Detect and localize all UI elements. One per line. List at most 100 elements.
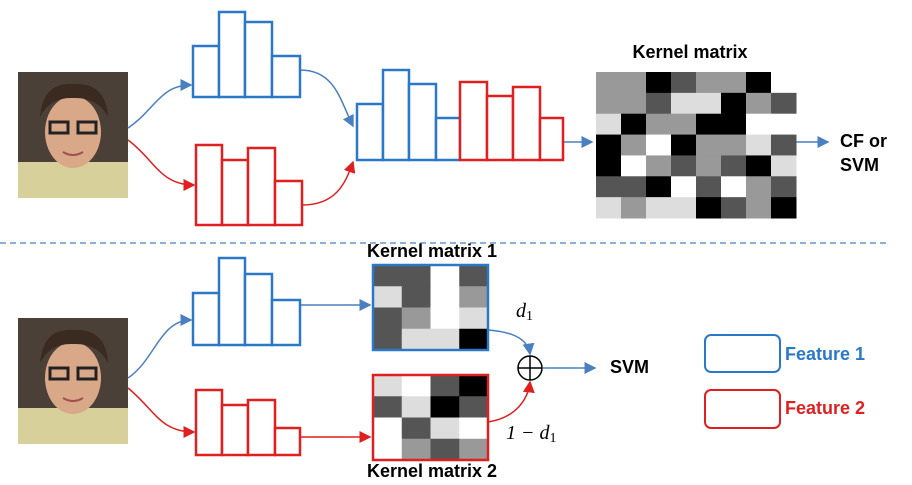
matrix-cell (696, 135, 722, 156)
matrix-cell (696, 176, 722, 197)
matrix-cell (402, 396, 431, 418)
matrix-cell (596, 72, 622, 93)
weight-subscript: 1 (550, 431, 557, 446)
histogram-bar (245, 22, 272, 97)
matrix-cell (671, 72, 697, 93)
matrix-cell (402, 418, 431, 440)
diagram: Kernel matrix CF or SVM Kernel matrix 1 … (0, 0, 912, 485)
matrix-cell (373, 329, 402, 351)
matrix-cell (621, 176, 647, 197)
matrix-cell (621, 114, 647, 135)
histogram-bar (460, 82, 487, 160)
matrix-cell (721, 135, 747, 156)
matrix-cell (459, 439, 488, 461)
histogram-bar (222, 405, 248, 455)
matrix-cell (646, 93, 672, 114)
matrix-cell (771, 114, 797, 135)
matrix-cell (431, 418, 460, 440)
matrix-cell (621, 72, 647, 93)
legend-label: Feature 2 (785, 398, 865, 418)
matrix-cell (596, 155, 622, 176)
histogram-bar (436, 118, 460, 160)
histogram-bar (219, 12, 245, 97)
matrix-cell (771, 93, 797, 114)
matrix-cell (671, 155, 697, 176)
kernel-title: Kernel matrix 2 (367, 461, 497, 481)
histogram-bar (487, 96, 513, 160)
histogram-bar (248, 400, 275, 455)
matrix-cell (431, 329, 460, 351)
photo (18, 318, 128, 444)
matrix-cell (696, 72, 722, 93)
histogram-bar (275, 428, 300, 455)
histogram-bar (275, 181, 302, 225)
matrix-cell (646, 155, 672, 176)
matrix-cell (373, 418, 402, 440)
kernel-title: Kernel matrix 1 (367, 241, 497, 261)
legend-swatch (705, 390, 780, 428)
histogram-bar (193, 293, 219, 345)
matrix-cell (402, 286, 431, 308)
matrix-cell (721, 197, 747, 218)
histogram-bar (245, 274, 272, 345)
matrix-cell (746, 155, 772, 176)
matrix-cell (431, 286, 460, 308)
output-label: SVM (840, 155, 879, 175)
matrix-cell (746, 114, 772, 135)
matrix-cell (671, 176, 697, 197)
matrix-cell (596, 135, 622, 156)
matrix-cell (746, 93, 772, 114)
legend-swatch (705, 335, 780, 372)
matrix-cell (402, 439, 431, 461)
matrix-cell (671, 197, 697, 218)
legend-label: Feature 1 (785, 344, 865, 364)
matrix-cell (402, 375, 431, 397)
histogram-bar (222, 160, 248, 225)
matrix-cell (721, 155, 747, 176)
output-label: SVM (610, 357, 649, 377)
matrix-cell (721, 176, 747, 197)
matrix-cell (402, 308, 431, 330)
matrix-cell (373, 265, 402, 287)
histogram-bar (219, 258, 245, 345)
histogram-bar (513, 87, 540, 160)
matrix-cell (459, 396, 488, 418)
combine-node (518, 356, 542, 380)
matrix-cell (431, 396, 460, 418)
matrix-cell (459, 286, 488, 308)
matrix-cell (621, 135, 647, 156)
matrix-cell (771, 155, 797, 176)
matrix-cell (671, 114, 697, 135)
matrix-cell (373, 396, 402, 418)
matrix-cell (621, 197, 647, 218)
matrix-cell (646, 135, 672, 156)
matrix-cell (646, 72, 672, 93)
matrix-cell (696, 93, 722, 114)
histogram-bar (193, 46, 219, 97)
matrix-cell (646, 114, 672, 135)
matrix-cell (621, 155, 647, 176)
matrix-cell (459, 329, 488, 351)
matrix-cell (459, 418, 488, 440)
matrix-cell (721, 93, 747, 114)
histogram-bar (272, 56, 300, 97)
matrix-cell (373, 308, 402, 330)
matrix-cell (596, 93, 622, 114)
matrix-cell (431, 439, 460, 461)
matrix-cell (459, 265, 488, 287)
matrix-cell (596, 114, 622, 135)
output-label: CF or (840, 131, 887, 151)
histogram-bar (409, 84, 436, 160)
matrix-cell (721, 72, 747, 93)
matrix-cell (459, 308, 488, 330)
weight-subscript: 1 (526, 309, 533, 324)
histogram-bar (196, 145, 222, 225)
histogram-bar (196, 390, 222, 455)
matrix-cell (373, 439, 402, 461)
weight-symbol: 1 − d (506, 422, 550, 444)
matrix-cell (402, 329, 431, 351)
matrix-cell (621, 93, 647, 114)
matrix-cell (721, 114, 747, 135)
matrix-cell (696, 114, 722, 135)
histogram-bar (272, 300, 300, 345)
